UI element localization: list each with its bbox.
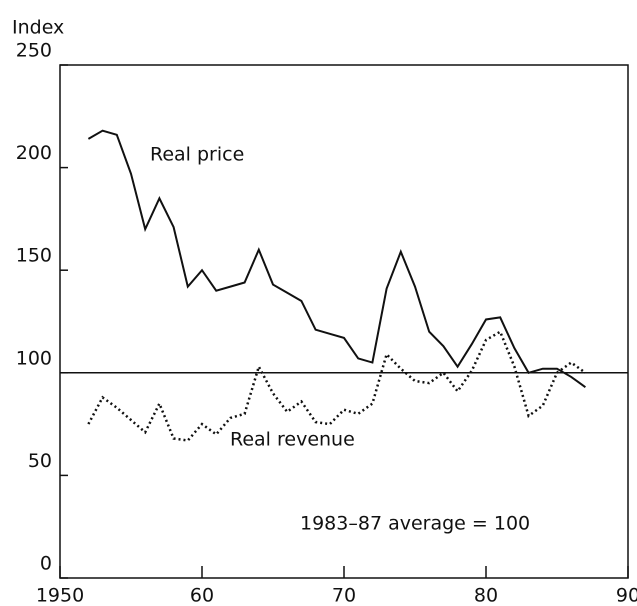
x-tick-label: 60 [190,585,214,606]
y-tick-label: 100 [16,347,52,369]
plot-frame [59,64,629,579]
y-tick-label: 200 [16,142,52,164]
y-axis-label: Index [12,17,64,39]
x-tick-label: 1950 [36,585,84,606]
x-tick-label: 70 [332,585,356,606]
y-tick-label: 50 [28,450,52,472]
y-tick-label: 250 [16,40,52,62]
series-line [87,129,586,388]
annotation: 1983–87 average = 100 [300,513,530,535]
series-line [87,329,587,442]
y-tick-label: 150 [16,245,52,267]
x-tick-label: 80 [474,585,498,606]
x-tick-label: 90 [616,585,637,606]
y-tick-label: 0 [40,553,52,575]
series-label: Real price [150,144,244,166]
series-label: Real revenue [230,429,355,451]
